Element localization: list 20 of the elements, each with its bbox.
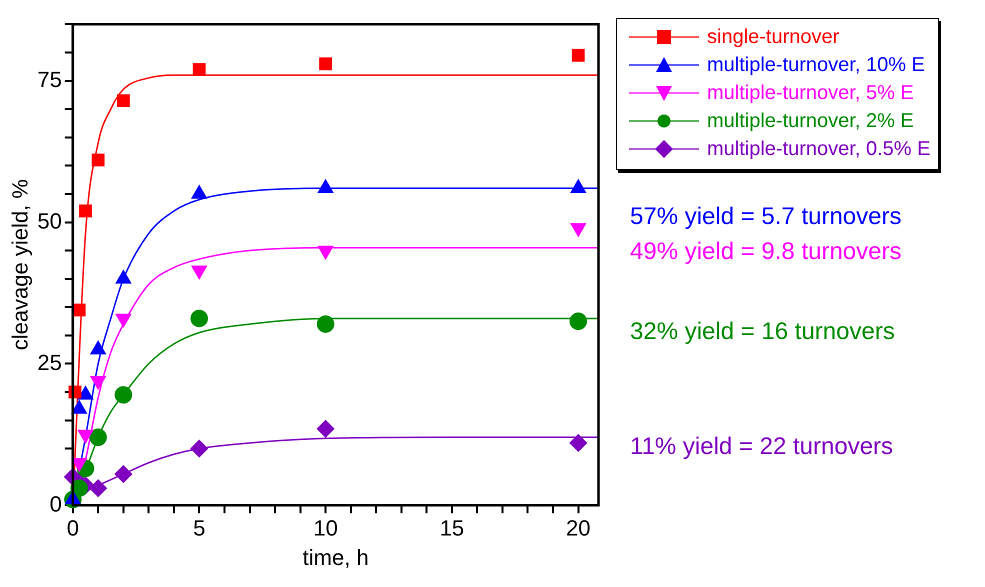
x-tick-label: 5 [193, 515, 206, 540]
y-tick-label: 75 [37, 66, 62, 92]
legend-label: multiple-turnover, 10% E [707, 54, 925, 76]
y-axis-title: cleavage yield, % [7, 179, 32, 350]
y-tick-label: 0 [50, 491, 62, 516]
legend-label: multiple-turnover, 0.5% E [707, 138, 930, 160]
text: 57% yield = 5.7 turnovers [630, 203, 902, 231]
y-tick-label: 50 [37, 208, 62, 234]
x-tick-label: 15 [440, 515, 464, 540]
text: 32% yield = 16 turnovers [630, 318, 895, 346]
text: 49% yield = 9.8 turnovers [630, 238, 902, 266]
x-tick-label: 10 [313, 515, 338, 540]
x-axis-title: time, h [302, 544, 369, 570]
y-tick-label: 25 [37, 350, 62, 375]
legend-label: single-turnover [707, 26, 840, 48]
legend-label: multiple-turnover, 2% E [707, 110, 914, 132]
legend-label: multiple-turnover, 5% E [707, 82, 914, 104]
x-tick-label: 0 [66, 515, 79, 540]
x-tick-label: 20 [566, 515, 591, 540]
text: 11% yield = 22 turnovers [630, 433, 894, 461]
